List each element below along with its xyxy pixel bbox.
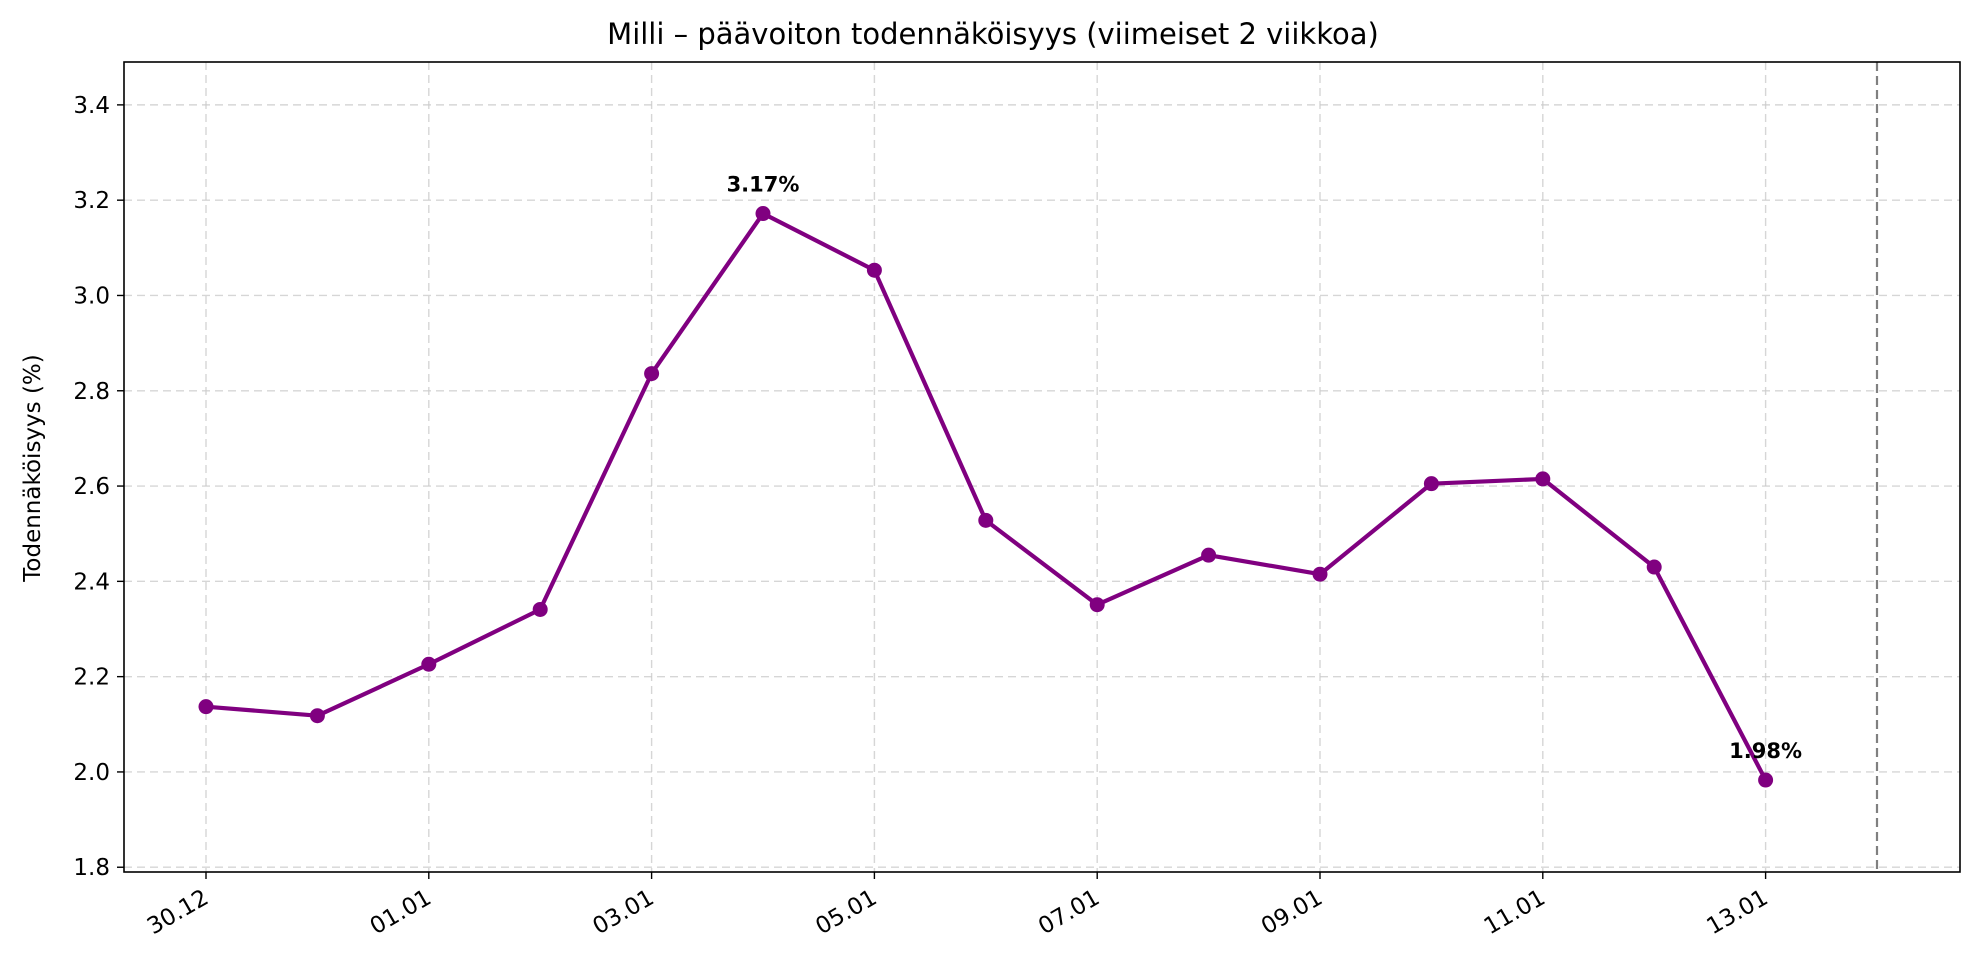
x-tick-label: 01.01 bbox=[366, 885, 436, 940]
plot-area-frame bbox=[123, 61, 1961, 873]
y-tick-label: 2.0 bbox=[73, 760, 110, 786]
data-point bbox=[978, 512, 994, 528]
grid bbox=[124, 62, 1960, 872]
x-tick-label: 11.01 bbox=[1480, 885, 1550, 940]
data-point bbox=[198, 699, 214, 715]
y-tick-label: 1.8 bbox=[73, 855, 110, 881]
data-label: 3.17% bbox=[727, 173, 800, 197]
data-point bbox=[755, 206, 771, 222]
y-tick-label: 2.6 bbox=[73, 474, 110, 500]
data-point bbox=[866, 262, 882, 278]
series-layer bbox=[198, 206, 1774, 788]
chart-title: Milli – päävoiton todennäköisyys (viimei… bbox=[607, 17, 1379, 51]
data-point bbox=[1089, 597, 1105, 613]
y-tick-label: 2.4 bbox=[73, 569, 110, 595]
y-tick-label: 3.0 bbox=[73, 283, 110, 309]
x-tick-label: 03.01 bbox=[589, 885, 659, 940]
data-label-layer: 3.17% 1.98% bbox=[727, 173, 1802, 764]
x-tick-label: 05.01 bbox=[811, 885, 881, 940]
data-point bbox=[1535, 471, 1551, 487]
x-axis-ticks: 30.12 01.01 03.01 05.01 07.01 09.01 11.01 13.01 bbox=[143, 872, 1773, 940]
y-tick-label: 2.8 bbox=[73, 379, 110, 405]
data-point bbox=[532, 601, 548, 617]
y-axis-ticks: 1.8 2.0 2.2 2.4 2.6 2.8 3.0 3.2 3.4 bbox=[73, 93, 124, 881]
data-point bbox=[644, 366, 660, 382]
data-point bbox=[1646, 559, 1662, 575]
data-point bbox=[1312, 566, 1328, 582]
data-point bbox=[1201, 547, 1217, 563]
x-tick-label: 09.01 bbox=[1257, 885, 1327, 940]
x-tick-label: 30.12 bbox=[143, 885, 213, 940]
data-point bbox=[1423, 476, 1439, 492]
y-tick-label: 3.4 bbox=[73, 93, 110, 119]
data-point bbox=[421, 656, 437, 672]
data-label: 1.98% bbox=[1729, 739, 1802, 763]
y-tick-label: 2.2 bbox=[73, 665, 110, 691]
y-tick-label: 3.2 bbox=[73, 188, 110, 214]
data-point bbox=[1758, 772, 1774, 788]
y-axis-label: Todennäköisyys (%) bbox=[20, 354, 46, 582]
x-tick-label: 13.01 bbox=[1703, 885, 1773, 940]
series-line bbox=[205, 211, 1768, 782]
x-tick-label: 07.01 bbox=[1034, 885, 1104, 940]
data-point bbox=[309, 708, 325, 724]
